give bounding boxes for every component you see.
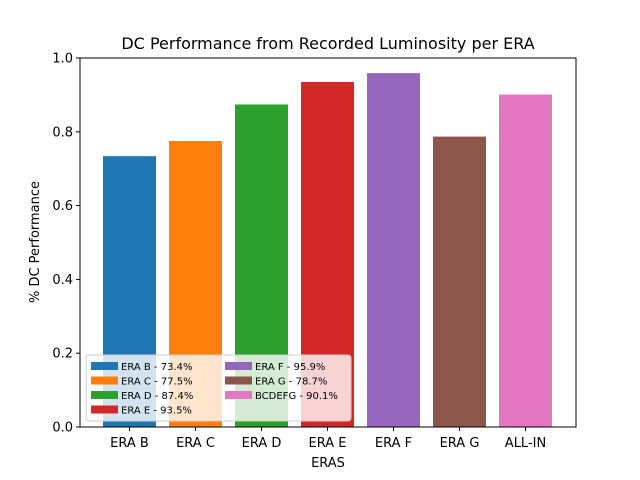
- y-tick-label: 0.0: [52, 421, 73, 436]
- y-tick-label: 0.4: [52, 273, 73, 288]
- legend-entry-label: ERA F - 95.9%: [255, 362, 325, 373]
- x-tick-label: ERA G: [440, 436, 480, 451]
- y-tick-label: 0.6: [52, 199, 73, 214]
- x-tick-label: ERA F: [375, 436, 412, 451]
- legend-box: [85, 354, 352, 422]
- legend: ERA B - 73.4% ERA C - 77.5% ERA D - 87.4% E…: [85, 354, 352, 422]
- legend-entry-label: ERA G - 78.7%: [255, 377, 327, 388]
- x-axis-label: ERAS: [311, 456, 345, 471]
- legend-entry-label: BCDEFG - 90.1%: [255, 391, 338, 402]
- y-axis-ticks: 0.0 0.2 0.4 0.6 0.8 1.0: [52, 52, 80, 436]
- y-axis-label: % DC Performance: [28, 181, 43, 303]
- y-tick-label: 0.2: [52, 347, 73, 362]
- x-tick-label: ERA D: [242, 436, 282, 451]
- bar-all-in: [499, 94, 552, 427]
- x-axis-ticks: ERA B ERA C ERA D ERA E ERA F ERA G ALL-IN: [110, 427, 546, 451]
- bars-layer: [103, 73, 552, 428]
- legend-entry-label: ERA B - 73.4%: [121, 362, 192, 373]
- legend-entry-label: ERA D - 87.4%: [121, 391, 193, 402]
- x-tick-label: ERA C: [176, 436, 215, 451]
- chart-title: DC Performance from Recorded Luminosity …: [121, 34, 534, 53]
- legend-swatch: [91, 376, 118, 385]
- x-tick-label: ALL-IN: [505, 436, 546, 451]
- legend-swatch: [225, 391, 252, 399]
- y-tick-label: 0.8: [52, 125, 73, 140]
- x-tick-label: ERA B: [110, 436, 149, 451]
- legend-entry-label: ERA C - 77.5%: [121, 377, 193, 388]
- legend-swatch: [225, 376, 252, 385]
- legend-swatch: [91, 391, 118, 399]
- y-tick-label: 1.0: [52, 52, 73, 67]
- legend-swatch: [225, 362, 252, 370]
- legend-swatch: [91, 362, 118, 370]
- bar-era-f: [367, 73, 420, 427]
- legend-entry-label: ERA E - 93.5%: [121, 406, 192, 417]
- legend-swatch: [91, 405, 118, 414]
- x-tick-label: ERA E: [309, 436, 347, 451]
- bar-era-g: [433, 136, 486, 428]
